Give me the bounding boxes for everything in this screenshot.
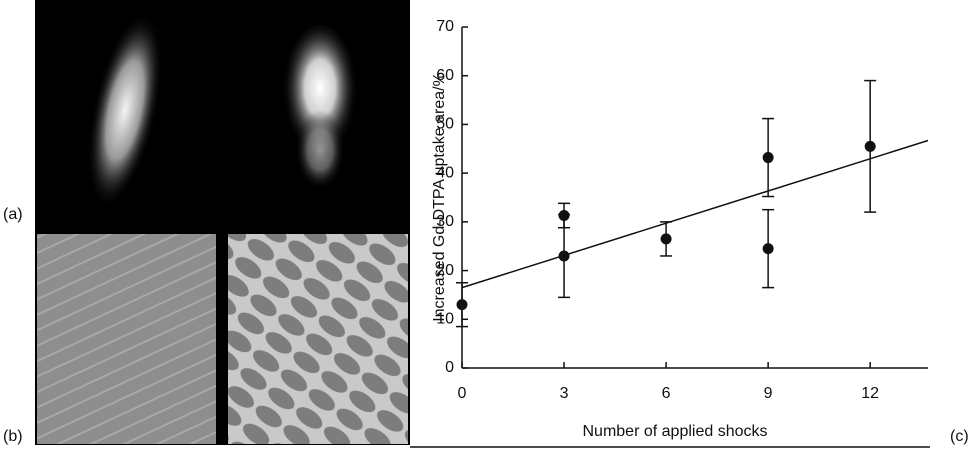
- y-tick-label: 0: [445, 359, 454, 376]
- x-tick-label: 12: [861, 385, 879, 402]
- x-tick-label: 3: [560, 385, 569, 402]
- y-axis-label: Increased Gd-DTPA uptake area/%: [431, 72, 448, 322]
- x-tick-label: 6: [662, 385, 671, 402]
- y-tick-label: 70: [436, 18, 454, 35]
- y-tick-label: 10: [436, 311, 454, 328]
- y-tick-label: 30: [436, 213, 454, 230]
- point: [660, 233, 672, 245]
- panel-label: (a): [3, 206, 23, 223]
- y-tick-label: 50: [436, 116, 454, 133]
- point: [558, 250, 570, 262]
- y-tick-label: 40: [436, 164, 454, 181]
- point: [456, 299, 468, 311]
- point: [762, 243, 774, 255]
- mri-image: [87, 11, 358, 209]
- panel-label: (c): [950, 428, 969, 445]
- y-tick-label: 20: [436, 262, 454, 279]
- histology-damaged: [228, 234, 408, 444]
- point: [762, 152, 774, 164]
- x-axis-label: Number of applied shocks: [583, 423, 768, 440]
- point: [864, 140, 876, 152]
- y-tick-label: 60: [436, 67, 454, 84]
- x-tick-label: 9: [764, 385, 773, 402]
- trend-line: [461, 139, 929, 289]
- panel-label: (b): [3, 428, 23, 445]
- histology-normal: [37, 234, 216, 444]
- x-tick-label: 0: [458, 385, 467, 402]
